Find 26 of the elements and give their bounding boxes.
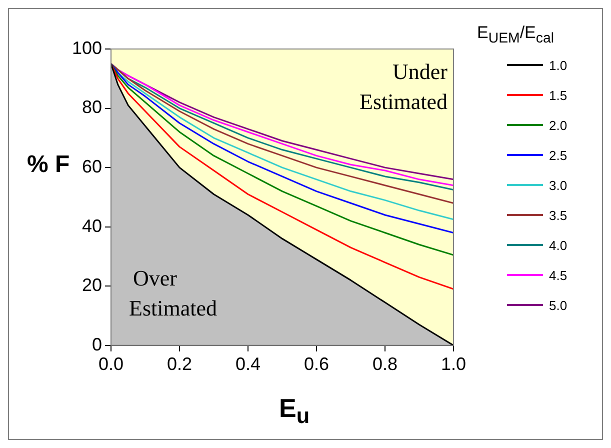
- y-axis-title: % F: [27, 151, 70, 179]
- y-tick-label: 40: [82, 216, 102, 236]
- x-tick-label: 1.0: [440, 354, 466, 374]
- x-tick-label: 0.8: [372, 354, 398, 374]
- y-tick-label: 0: [92, 334, 102, 354]
- legend-label: 5.0: [549, 298, 568, 313]
- x-tick-label: 0.0: [98, 354, 124, 374]
- legend-label: 1.0: [549, 58, 568, 73]
- legend-label: 1.5: [549, 88, 568, 103]
- legend-label: 2.0: [549, 118, 568, 133]
- x-tick-label: 0.6: [304, 354, 330, 374]
- y-tick-label: 60: [82, 156, 102, 177]
- legend-title: E$_{UEM}$/E$_{cal}$: [477, 23, 555, 46]
- y-tick-label: 20: [82, 275, 102, 296]
- annotation: Under Estimated: [360, 59, 448, 114]
- y-tick-label: 80: [82, 97, 102, 118]
- legend-label: 4.5: [549, 268, 568, 283]
- annotation: Over Estimated: [129, 265, 218, 320]
- x-tick-label: 0.2: [167, 354, 192, 374]
- y-tick-label: 100: [72, 38, 102, 58]
- legend-label: 2.5: [549, 148, 568, 163]
- legend-label: 3.0: [549, 178, 568, 193]
- x-axis-title: E$_{u}$: [279, 393, 310, 430]
- x-tick-label: 0.4: [236, 354, 261, 374]
- legend-label: 3.5: [549, 208, 568, 223]
- legend-label: 4.0: [549, 238, 568, 253]
